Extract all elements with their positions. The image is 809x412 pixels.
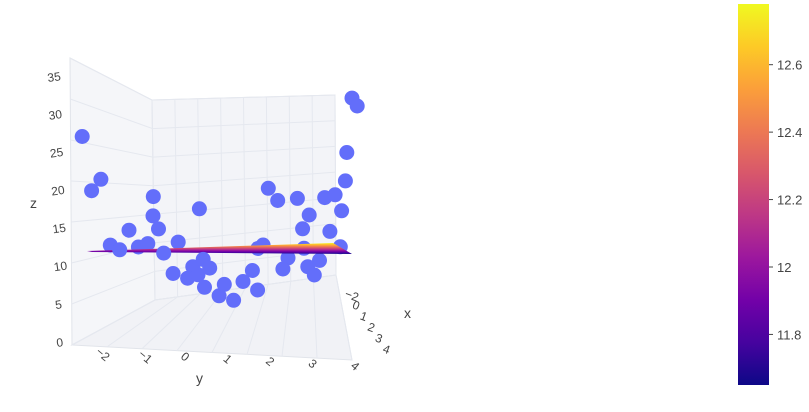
y-tick-label: −2 bbox=[93, 345, 113, 365]
data-point bbox=[295, 221, 311, 237]
data-point bbox=[170, 234, 186, 250]
grid-line bbox=[69, 57, 153, 101]
x-tick-label: −2 bbox=[343, 287, 361, 305]
data-point bbox=[112, 242, 128, 258]
data-point bbox=[145, 189, 161, 205]
z-tick-label: 20 bbox=[50, 183, 65, 199]
x-tick-label: 3 bbox=[373, 331, 384, 347]
scatter-points-front bbox=[112, 242, 322, 308]
x-tick-label: 1 bbox=[358, 309, 369, 325]
data-point bbox=[289, 190, 305, 206]
data-point bbox=[260, 180, 276, 196]
y-tick-label: 4 bbox=[348, 359, 362, 374]
data-point bbox=[216, 276, 232, 292]
colorbar bbox=[738, 4, 769, 385]
data-point bbox=[312, 252, 327, 268]
x-tick-label: 2 bbox=[366, 320, 377, 336]
grid-line bbox=[106, 296, 178, 348]
data-point bbox=[349, 98, 365, 114]
colorbar-tick-label: 11.8 bbox=[777, 327, 801, 342]
regression-plane bbox=[87, 243, 352, 254]
data-point bbox=[156, 245, 172, 261]
data-point bbox=[270, 193, 286, 208]
z-tick-label: 25 bbox=[49, 145, 64, 161]
left-wall bbox=[69, 57, 156, 346]
grid-line bbox=[71, 213, 154, 223]
colorbar-tick-label: 12 bbox=[777, 260, 791, 275]
z-tick-label: 10 bbox=[53, 258, 68, 274]
z-tick-label: 35 bbox=[46, 69, 61, 85]
x-axis-title: x bbox=[404, 305, 411, 321]
data-point bbox=[244, 263, 260, 278]
grid-line bbox=[141, 293, 201, 350]
data-point bbox=[226, 292, 242, 308]
y-axis-title: y bbox=[196, 370, 203, 386]
grid-line bbox=[312, 278, 318, 359]
data-point bbox=[93, 171, 109, 187]
data-point bbox=[165, 266, 181, 281]
grid-line bbox=[70, 98, 153, 130]
z-tick-label: 30 bbox=[48, 107, 63, 123]
y-tick-label: 2 bbox=[263, 354, 277, 369]
y-tick-label: 0 bbox=[178, 349, 192, 364]
data-point bbox=[84, 183, 100, 199]
grid-line bbox=[71, 270, 155, 305]
y-tick-label: 1 bbox=[221, 352, 235, 367]
data-point bbox=[121, 222, 137, 238]
data-point bbox=[190, 267, 206, 283]
data-point bbox=[211, 288, 227, 304]
colorbar-tick-label: 12.6 bbox=[777, 58, 802, 73]
grid-line bbox=[246, 284, 269, 355]
data-point bbox=[250, 282, 266, 298]
z-tick-label: 15 bbox=[52, 221, 67, 237]
data-point bbox=[322, 223, 338, 239]
data-point bbox=[235, 274, 251, 289]
data-point bbox=[306, 267, 322, 283]
data-point bbox=[140, 236, 156, 252]
grid-line bbox=[335, 274, 353, 361]
data-point bbox=[197, 279, 212, 295]
y-tick-label: −1 bbox=[136, 347, 156, 367]
z-axis-title: z bbox=[30, 195, 37, 211]
data-point bbox=[337, 173, 353, 189]
colorbar-tick-labels: 12.6 12.4 12.2 12 11.8 bbox=[769, 58, 802, 342]
z-tick-label: 5 bbox=[54, 297, 63, 312]
grid-line bbox=[220, 98, 224, 291]
data-point bbox=[151, 221, 166, 237]
data-point bbox=[191, 201, 207, 217]
data-point bbox=[202, 260, 218, 276]
data-point bbox=[145, 208, 161, 224]
x-tick-label: 4 bbox=[381, 342, 392, 358]
z-tick-label: 0 bbox=[55, 335, 64, 350]
data-point bbox=[301, 207, 317, 223]
y-tick-label: 3 bbox=[306, 356, 320, 371]
data-point bbox=[327, 187, 343, 203]
data-point bbox=[339, 145, 355, 160]
data-point bbox=[74, 129, 90, 144]
grid-line bbox=[174, 99, 179, 297]
data-point bbox=[275, 261, 291, 277]
data-point bbox=[334, 203, 350, 219]
grid-line bbox=[281, 281, 292, 357]
z-tick-labels: 35 30 25 20 15 10 5 0 bbox=[46, 69, 68, 350]
grid-line bbox=[71, 299, 156, 346]
colorbar-tick-label: 12.4 bbox=[777, 125, 802, 140]
x-tick-label: 0 bbox=[351, 298, 362, 314]
grid-line bbox=[243, 97, 246, 288]
grid-line bbox=[70, 180, 154, 187]
colorbar-tick-label: 12.2 bbox=[777, 193, 802, 208]
